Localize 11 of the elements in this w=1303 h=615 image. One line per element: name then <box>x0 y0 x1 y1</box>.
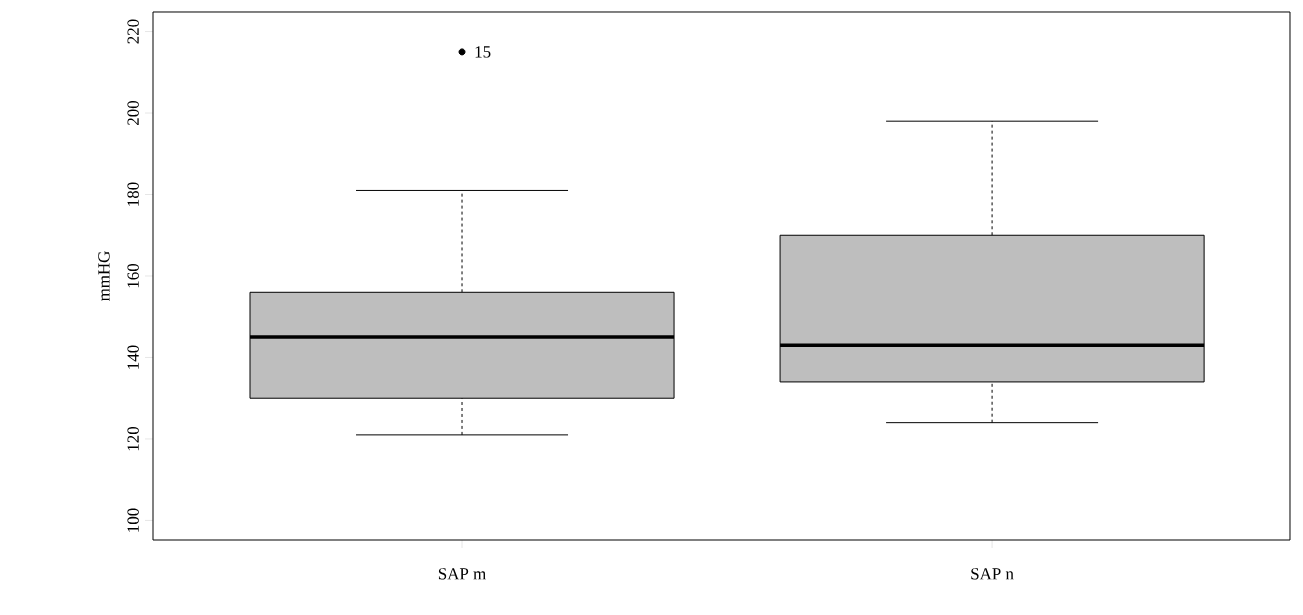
y-tick-label: 220 <box>127 19 139 44</box>
annotation: 15 <box>475 46 491 58</box>
y-tick-label: 180 <box>127 182 139 206</box>
y-tick-label: 120 <box>127 426 139 451</box>
y-axis-title: mmHG <box>98 251 110 302</box>
y-tick-label: 100 <box>127 508 139 532</box>
x-tick-label: SAP m <box>438 568 486 580</box>
x-tick-label: SAP n <box>971 568 1014 580</box>
y-tick-label: 160 <box>127 263 139 288</box>
y-tick-label: 200 <box>127 100 139 125</box>
y-tick-label: 140 <box>127 345 139 369</box>
